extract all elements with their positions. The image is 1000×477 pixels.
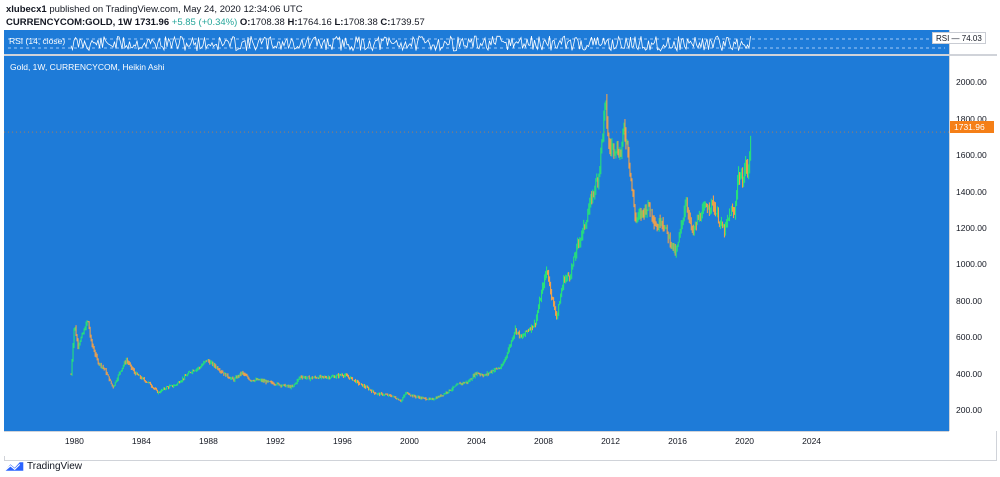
- open-value: 1708.38: [250, 17, 285, 28]
- rsi-indicator: [8, 35, 945, 53]
- time-tick-label: 2004: [467, 436, 486, 446]
- high-label: H:: [287, 17, 298, 28]
- price-tick-label: 800.00: [956, 295, 982, 306]
- publish-info: xlubecx1 published on TradingView.com, M…: [6, 4, 303, 15]
- chart-header: xlubecx1 published on TradingView.com, M…: [4, 2, 994, 30]
- symbol-name[interactable]: CURRENCYCOM:GOLD, 1W: [6, 17, 133, 28]
- price-tick-label: 600.00: [956, 332, 982, 343]
- time-tick-label: 2016: [668, 436, 688, 446]
- time-tick-label: 1996: [332, 436, 352, 446]
- last-price-badge: 1731.96: [950, 121, 994, 133]
- pane-separator[interactable]: [4, 54, 997, 56]
- symbol-info: CURRENCYCOM:GOLD, 1W 1731.96 +5.85 (+0.3…: [6, 17, 425, 28]
- price-tick-label: 1800.00: [956, 113, 987, 124]
- price-series: [4, 94, 949, 403]
- price-tick-label: 1000.00: [956, 259, 987, 270]
- time-tick-label: 1980: [64, 436, 84, 446]
- price-tick-label: 1200.00: [956, 222, 987, 233]
- rsi-value-badge: RSI — 74.03: [932, 32, 986, 44]
- low-value: 1708.38: [343, 17, 378, 28]
- tradingview-brand[interactable]: TradingView: [27, 460, 83, 472]
- published-text: published on TradingView.com, May 24, 20…: [49, 4, 303, 15]
- open-label: O:: [239, 17, 251, 28]
- rsi-line: [70, 35, 751, 53]
- time-tick-label: 2012: [601, 436, 620, 446]
- low-label: L:: [334, 17, 344, 28]
- high-value: 1764.16: [297, 17, 332, 28]
- price-tick-label: 200.00: [956, 404, 982, 415]
- time-tick-label: 2024: [802, 436, 822, 446]
- price-tick-label: 2000.00: [956, 77, 987, 88]
- price-tick-label: 1600.00: [956, 150, 987, 161]
- time-tick-label: 1984: [131, 436, 151, 446]
- author-name[interactable]: xlubecx1: [6, 4, 47, 15]
- time-tick-label: 2000: [400, 436, 419, 446]
- footer: TradingView: [4, 458, 82, 474]
- price-tick-label: 1400.00: [956, 186, 987, 197]
- tradingview-logo-icon[interactable]: [4, 460, 24, 473]
- close-price-value: 1739.57: [390, 17, 425, 28]
- close-value: 1731.96: [134, 17, 170, 28]
- price-tick-label: 400.00: [956, 368, 982, 379]
- time-tick-label: 1988: [198, 436, 218, 446]
- time-tick-label: 1992: [265, 436, 285, 446]
- price-scale[interactable]: [949, 56, 997, 431]
- chart-title[interactable]: Gold, 1W, CURRENCYCOM, Heikin Ashi: [10, 62, 165, 72]
- time-tick-label: 2008: [534, 436, 553, 446]
- time-tick-label: 2020: [735, 436, 755, 446]
- main-chart-pane[interactable]: [4, 56, 949, 431]
- rsi-legend[interactable]: RSI (14, close): [9, 36, 66, 46]
- change-value: +5.85 (+0.34%): [171, 17, 238, 28]
- close-label: C:: [380, 17, 391, 28]
- time-scale[interactable]: [4, 431, 949, 456]
